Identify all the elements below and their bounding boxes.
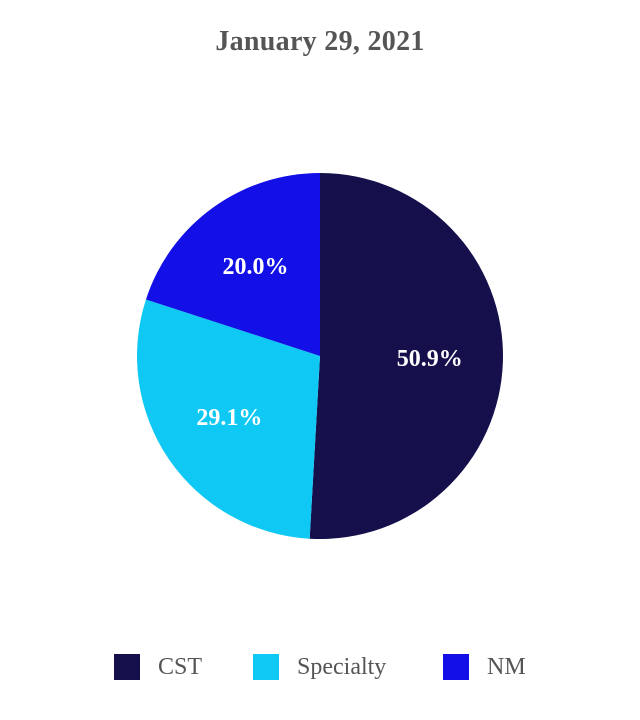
legend-item-specialty: Specialty	[253, 652, 386, 682]
legend: CST Specialty NM	[0, 652, 640, 682]
legend-swatch-specialty	[253, 654, 279, 680]
pie-slice-cst	[309, 173, 504, 539]
legend-swatch-cst	[114, 654, 140, 680]
chart-title: January 29, 2021	[215, 26, 425, 57]
legend-item-nm: NM	[443, 652, 526, 682]
legend-label-nm: NM	[487, 653, 526, 680]
legend-label-cst: CST	[158, 653, 203, 680]
pie-slice-nm	[145, 173, 320, 356]
legend-item-cst: CST	[114, 652, 202, 682]
legend-swatch-nm	[443, 654, 469, 680]
slice-label-specialty: 29.1%	[196, 405, 262, 431]
pie-slice-specialty	[137, 299, 320, 539]
slice-label-cst: 50.9%	[397, 346, 463, 372]
legend-label-specialty: Specialty	[297, 653, 387, 680]
slice-label-nm: 20.0%	[222, 254, 288, 280]
